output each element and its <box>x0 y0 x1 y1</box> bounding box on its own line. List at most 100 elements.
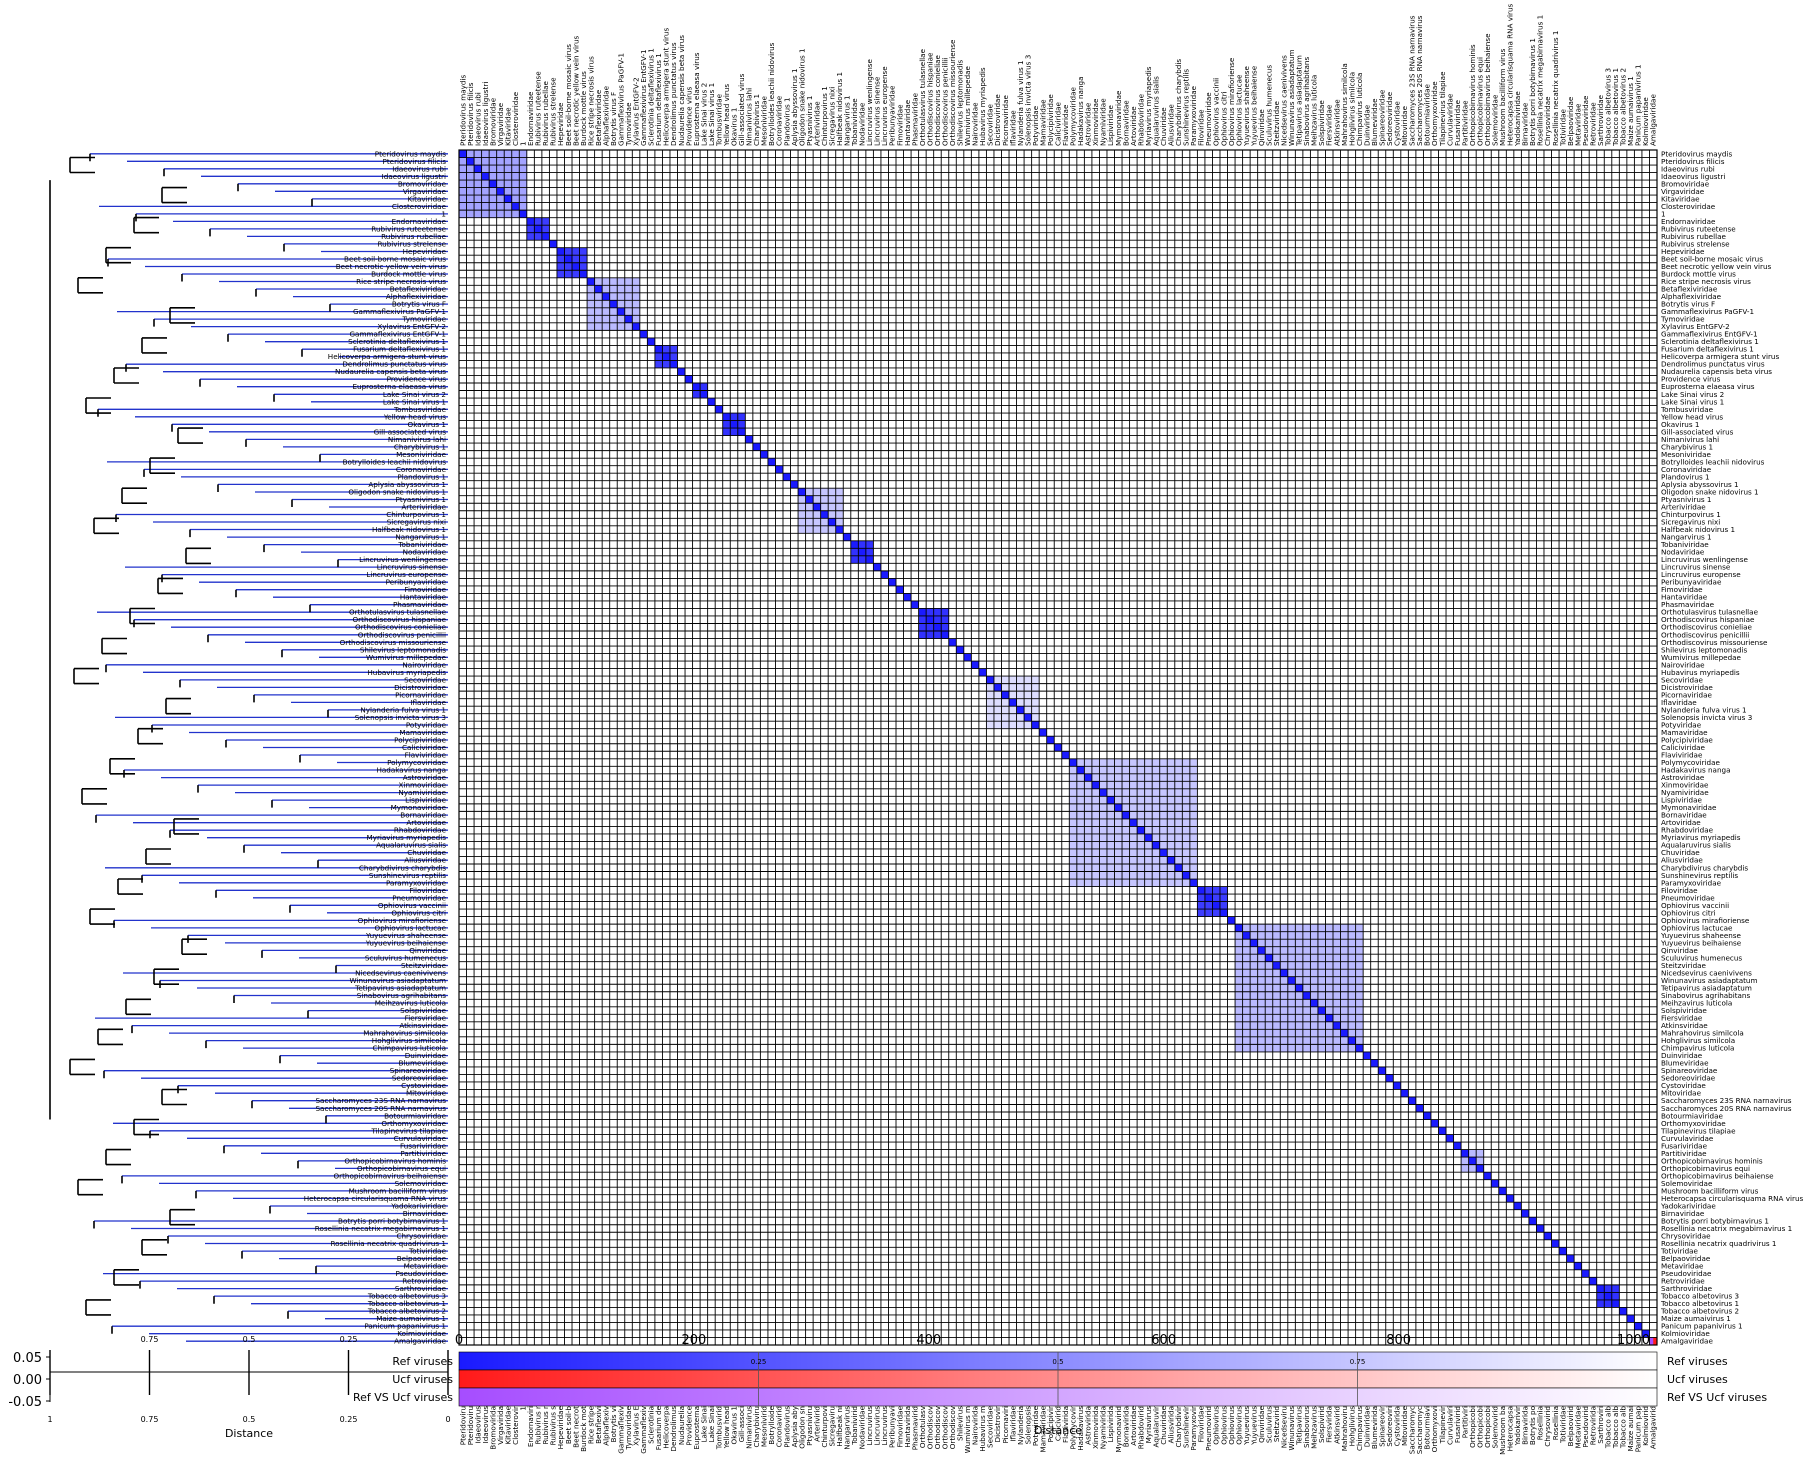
row-label: Gill-associated virus <box>1661 427 1734 436</box>
bottom-column-label: Orthodiscov <box>925 1405 934 1449</box>
row-label: Fimoviridae <box>1661 585 1703 594</box>
tree-leaf-label: Hepeviridae <box>403 247 447 256</box>
tree-leaf-label: Lispiviridae <box>405 796 446 805</box>
row-label: Caliciviridae <box>1661 743 1706 752</box>
track-axis: 0.05 0.00 -0.05 <box>8 1351 51 1410</box>
diagonal-cell <box>1355 1044 1364 1052</box>
tree-leaf-label: Closteroviridae <box>392 202 447 211</box>
column-label: Heterocapsa circularisquama RNA virus <box>1506 3 1515 146</box>
bottom-column-label: Fimoviridae <box>895 1405 904 1447</box>
tree-leaf-label: Tilapinevirus tilapiae <box>371 1126 447 1135</box>
bottom-column-label: Nimanivirus <box>745 1406 754 1449</box>
bottom-column-label: Botrylloide <box>767 1405 776 1444</box>
row-label: Lake Sinai virus 2 <box>1661 390 1724 399</box>
bottom-column-label: Lispivirida <box>1106 1406 1115 1442</box>
column-label: Botrylloides leachii nidovirus <box>767 42 776 146</box>
column-label: Nodaviridae <box>858 102 867 146</box>
row-label: Curvulaviridae <box>1661 1134 1714 1143</box>
index-tick-label: 1000 <box>1617 1333 1650 1348</box>
row-label: Orthodiscovirus hispaniae <box>1661 615 1755 624</box>
bottom-column-label: Botourmiavi <box>1423 1406 1432 1450</box>
column-label: Lincruvirus sinense <box>873 76 882 146</box>
column-label: Nairoviridae <box>971 102 980 146</box>
diagonal-cell <box>1099 788 1107 797</box>
diagonal-cell <box>1430 1119 1439 1128</box>
bottom-column-label: Hubavirus m <box>978 1406 987 1452</box>
row-label: Rubivirus rubellae <box>1661 232 1726 241</box>
bottom-column-label: Beet soil-b <box>564 1406 573 1445</box>
diagonal-cell <box>941 631 949 639</box>
tree-leaf-label: Nylanderia fulva virus 1 <box>360 705 446 714</box>
tree-leaf-label: Tetipavirus asiadaptatum <box>354 984 446 993</box>
column-label: Endornaviridae <box>526 91 535 146</box>
column-label: Idaeovirus ligustri <box>481 82 490 146</box>
row-label: Aliusviridae <box>1661 856 1703 865</box>
tree-leaf-label: Providence virus <box>387 375 447 384</box>
diagonal-cell <box>1310 999 1318 1007</box>
column-label: Xylavirus EntGFV-2 <box>632 77 641 146</box>
column-label: Euprosterna elaeasa virus <box>692 52 701 146</box>
tree-leaf-label: Flaviviridae <box>405 751 447 760</box>
diagonal-cell <box>978 668 987 677</box>
bottom-column-label: Xylavirus E <box>632 1406 641 1446</box>
diagonal-cell <box>1596 1284 1605 1293</box>
diagonal-cell <box>647 337 655 346</box>
column-label: Pseudoviridae <box>1581 95 1590 146</box>
tree-leaf-label: Rice stripe necrosis virus <box>356 277 446 286</box>
diagonal-cell <box>775 465 783 474</box>
column-label: Ophiovirus mirafioriense <box>1227 57 1236 146</box>
column-label: Tetipavirus asiadaptatum <box>1295 55 1304 147</box>
diagonal-cell <box>1483 1172 1492 1180</box>
tree-leaf-label: Lake Sinai virus 1 <box>383 397 446 406</box>
tree-leaf-label: Fusariviridae <box>400 1141 447 1150</box>
row-label: Oligodon snake nidovirus 1 <box>1661 488 1759 497</box>
column-label: Aqualaruvirus sialis <box>1151 76 1160 146</box>
bottom-column-label: Orthotulasv <box>918 1405 927 1448</box>
row-label: Mahrahovirus similcola <box>1661 1029 1744 1038</box>
bottom-column-label: Totiviridae <box>1558 1405 1567 1444</box>
tree-leaf-label: Lake Sinai virus 2 <box>383 390 446 399</box>
row-label: Lincruvirus europense <box>1661 570 1741 579</box>
row-label: Dicistroviridae <box>1661 683 1713 692</box>
heatmap-grid <box>458 149 1658 1346</box>
bottom-column-label: Ophiovirus <box>1212 1406 1221 1445</box>
column-label: Nangarvirus 1 <box>843 95 852 146</box>
row-label: Rosellinia necatrix megabirnavirus 1 <box>1661 1224 1792 1233</box>
row-label: Burdock mottle virus <box>1661 270 1736 279</box>
column-label: Nudaurelia capensis beta virus <box>677 35 686 146</box>
diagonal-cell <box>602 292 610 301</box>
row-label: Sinabovirus agrihabitans <box>1661 991 1750 1000</box>
index-tick-label: 200 <box>681 1333 706 1348</box>
bottom-column-label: Nodaviridae <box>858 1405 867 1449</box>
row-label: Botrylloides leachii nidovirus <box>1661 457 1765 466</box>
bottom-column-label: Peribunyavi <box>888 1406 897 1448</box>
bottom-column-label: Tobacco alb <box>1604 1406 1613 1450</box>
tree-leaf-label: Endornaviridae <box>392 217 447 226</box>
diagonal-cell <box>504 195 512 203</box>
column-label: Charybivirus 1 <box>752 94 761 146</box>
bottom-column-label: Chimpavirus <box>1355 1406 1364 1451</box>
bottom-column-label: Rosellinia <box>1536 1406 1545 1440</box>
diagonal-cell <box>1287 976 1296 985</box>
diagonal-cell <box>1423 1112 1431 1120</box>
row-label: Coronaviridae <box>1661 465 1712 474</box>
bottom-column-label: Rubivirus r <box>541 1406 550 1445</box>
column-label: Rubivirus rubellae <box>541 81 550 146</box>
diagonal-cell <box>1400 1089 1409 1097</box>
column-label: Potyviridae <box>1031 105 1040 146</box>
row-label: Rubivirus ruteetense <box>1661 224 1736 233</box>
diagonal-cell <box>1272 961 1281 970</box>
tree-top-tick-label: 0.25 <box>340 1335 358 1344</box>
bottom-column-label: Sarthroviri <box>1596 1406 1605 1444</box>
row-label: Spinareoviridae <box>1661 1066 1718 1075</box>
tree-leaf-label: Orthodiscovirus missouriense <box>340 638 447 647</box>
column-label: Beet soil-borne mosaic virus <box>564 44 573 146</box>
tree-leaf-label: Rhabdoviridae <box>394 826 447 835</box>
diagonal-cell <box>715 405 723 414</box>
bottom-column-label: Saccharomyc <box>1415 1406 1424 1454</box>
tree-leaf-label: Curvulaviridae <box>394 1134 447 1143</box>
row-label: Botourmiaviridae <box>1661 1111 1723 1120</box>
bottom-column-label: Orthopicobi <box>1475 1406 1484 1448</box>
column-label: Sinabovirus agrihabitans <box>1302 57 1311 146</box>
